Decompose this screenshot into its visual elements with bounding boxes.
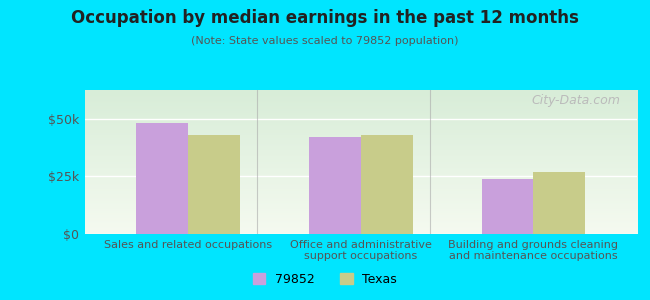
Bar	[188, 135, 240, 234]
Legend: 79852, Texas: 79852, Texas	[248, 268, 402, 291]
Text: Occupation by median earnings in the past 12 months: Occupation by median earnings in the pas…	[71, 9, 579, 27]
Bar	[482, 179, 534, 234]
Text: City-Data.com: City-Data.com	[532, 94, 620, 107]
Bar	[309, 137, 361, 234]
Bar	[361, 135, 413, 234]
Bar	[534, 172, 585, 234]
Bar	[136, 123, 188, 234]
Text: (Note: State values scaled to 79852 population): (Note: State values scaled to 79852 popu…	[191, 36, 459, 46]
